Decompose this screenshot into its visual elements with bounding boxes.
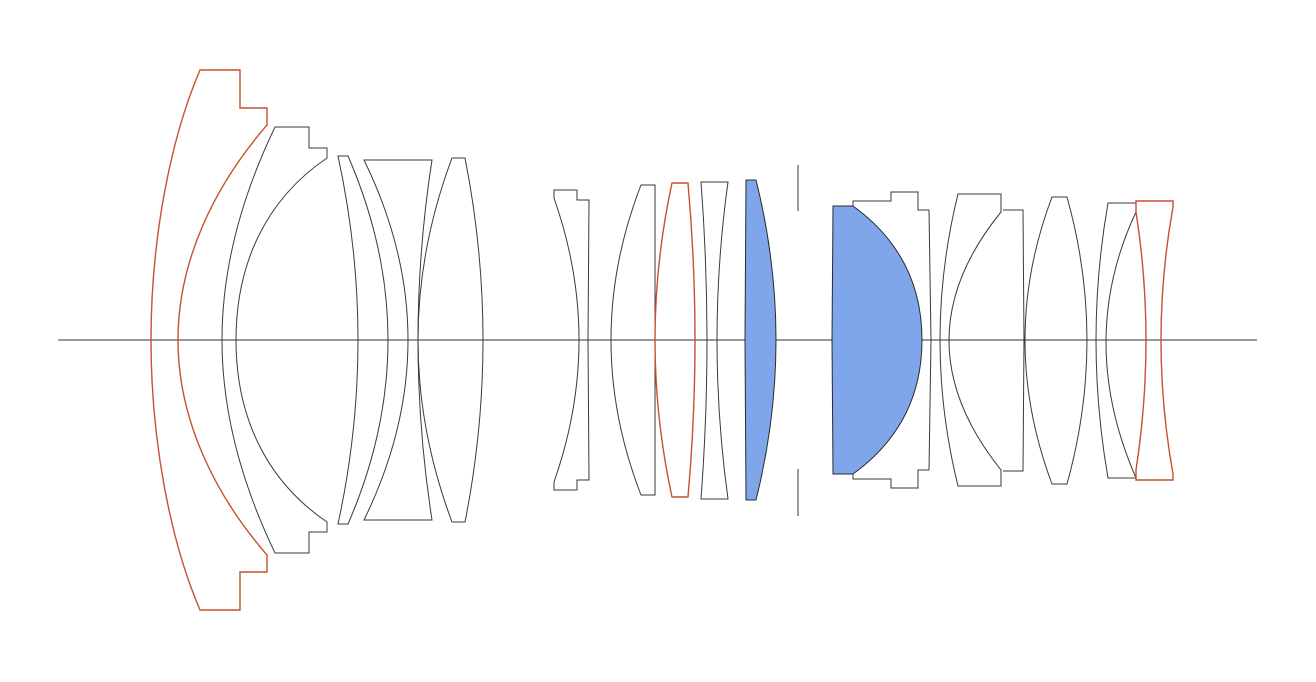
lens-element-3 xyxy=(337,155,389,525)
lens-element-7 xyxy=(610,184,656,496)
lens-element-2 xyxy=(221,126,328,554)
lens-element-1 xyxy=(150,69,268,611)
lens-element-8 xyxy=(654,182,696,498)
lens-element-12 xyxy=(852,191,932,489)
lens-element-9 xyxy=(700,181,729,500)
lens-element-4 xyxy=(363,159,433,521)
lens-element-5 xyxy=(417,157,484,523)
lens-element-10 xyxy=(744,179,777,501)
lens-element-14 xyxy=(1003,209,1025,472)
lens-element-15 xyxy=(1024,196,1088,485)
lens-element-11 xyxy=(831,205,923,475)
lens-element-17 xyxy=(1135,200,1174,481)
lens-element-6 xyxy=(553,189,590,491)
lens-element-13 xyxy=(939,193,1002,487)
